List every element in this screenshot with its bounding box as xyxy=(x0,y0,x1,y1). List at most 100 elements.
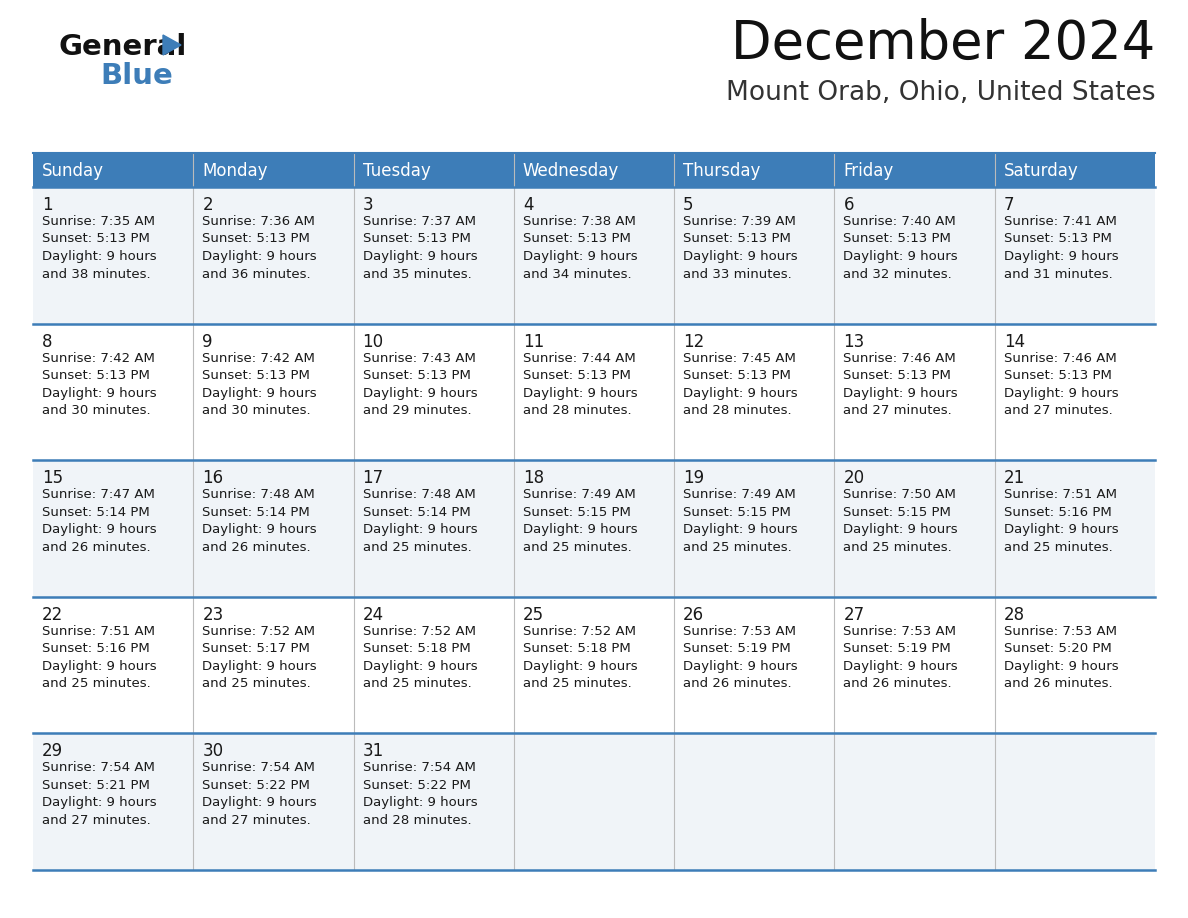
Text: Sunset: 5:13 PM: Sunset: 5:13 PM xyxy=(1004,369,1112,382)
Text: Daylight: 9 hours: Daylight: 9 hours xyxy=(202,797,317,810)
Text: Sunrise: 7:39 AM: Sunrise: 7:39 AM xyxy=(683,215,796,228)
Text: Daylight: 9 hours: Daylight: 9 hours xyxy=(523,250,638,263)
Text: and 33 minutes.: and 33 minutes. xyxy=(683,267,792,281)
Text: Sunset: 5:14 PM: Sunset: 5:14 PM xyxy=(42,506,150,519)
Text: Sunrise: 7:41 AM: Sunrise: 7:41 AM xyxy=(1004,215,1117,228)
Text: 17: 17 xyxy=(362,469,384,487)
Text: Sunrise: 7:49 AM: Sunrise: 7:49 AM xyxy=(523,488,636,501)
Text: Sunrise: 7:54 AM: Sunrise: 7:54 AM xyxy=(362,761,475,775)
Text: Daylight: 9 hours: Daylight: 9 hours xyxy=(1004,250,1118,263)
Text: Sunset: 5:17 PM: Sunset: 5:17 PM xyxy=(202,643,310,655)
Text: Sunset: 5:18 PM: Sunset: 5:18 PM xyxy=(362,643,470,655)
Text: 14: 14 xyxy=(1004,332,1025,351)
Text: Sunrise: 7:46 AM: Sunrise: 7:46 AM xyxy=(843,352,956,364)
Text: Daylight: 9 hours: Daylight: 9 hours xyxy=(202,660,317,673)
Text: Daylight: 9 hours: Daylight: 9 hours xyxy=(42,386,157,399)
Text: and 34 minutes.: and 34 minutes. xyxy=(523,267,632,281)
Text: and 35 minutes.: and 35 minutes. xyxy=(362,267,472,281)
Text: Sunset: 5:14 PM: Sunset: 5:14 PM xyxy=(362,506,470,519)
Text: December 2024: December 2024 xyxy=(731,18,1155,70)
Text: Daylight: 9 hours: Daylight: 9 hours xyxy=(683,386,798,399)
Text: 26: 26 xyxy=(683,606,704,624)
Bar xyxy=(33,324,1155,460)
Text: Daylight: 9 hours: Daylight: 9 hours xyxy=(683,523,798,536)
Text: Daylight: 9 hours: Daylight: 9 hours xyxy=(362,523,478,536)
Text: and 25 minutes.: and 25 minutes. xyxy=(523,677,632,690)
Text: Sunrise: 7:50 AM: Sunrise: 7:50 AM xyxy=(843,488,956,501)
Text: 29: 29 xyxy=(42,743,63,760)
Text: Daylight: 9 hours: Daylight: 9 hours xyxy=(42,250,157,263)
Text: Sunrise: 7:52 AM: Sunrise: 7:52 AM xyxy=(202,625,315,638)
Text: and 26 minutes.: and 26 minutes. xyxy=(42,541,151,554)
Text: and 29 minutes.: and 29 minutes. xyxy=(362,404,472,417)
Text: Sunset: 5:18 PM: Sunset: 5:18 PM xyxy=(523,643,631,655)
Text: Sunset: 5:13 PM: Sunset: 5:13 PM xyxy=(1004,232,1112,245)
Text: General: General xyxy=(58,33,187,61)
Text: Sunrise: 7:53 AM: Sunrise: 7:53 AM xyxy=(1004,625,1117,638)
Text: Daylight: 9 hours: Daylight: 9 hours xyxy=(683,660,798,673)
Text: Monday: Monday xyxy=(202,162,267,180)
Text: Sunset: 5:13 PM: Sunset: 5:13 PM xyxy=(523,232,631,245)
Text: and 26 minutes.: and 26 minutes. xyxy=(843,677,952,690)
Text: Sunset: 5:19 PM: Sunset: 5:19 PM xyxy=(843,643,952,655)
Text: and 30 minutes.: and 30 minutes. xyxy=(202,404,311,417)
Text: Sunset: 5:13 PM: Sunset: 5:13 PM xyxy=(362,232,470,245)
Text: 6: 6 xyxy=(843,196,854,214)
Text: Sunset: 5:15 PM: Sunset: 5:15 PM xyxy=(683,506,791,519)
Text: Wednesday: Wednesday xyxy=(523,162,619,180)
Bar xyxy=(33,153,1155,187)
Text: and 31 minutes.: and 31 minutes. xyxy=(1004,267,1112,281)
Text: Sunrise: 7:52 AM: Sunrise: 7:52 AM xyxy=(523,625,636,638)
Text: 1: 1 xyxy=(42,196,52,214)
Text: Sunrise: 7:53 AM: Sunrise: 7:53 AM xyxy=(843,625,956,638)
Text: Sunset: 5:13 PM: Sunset: 5:13 PM xyxy=(683,369,791,382)
Text: and 28 minutes.: and 28 minutes. xyxy=(523,404,632,417)
Text: 30: 30 xyxy=(202,743,223,760)
Text: Daylight: 9 hours: Daylight: 9 hours xyxy=(1004,660,1118,673)
Text: Sunrise: 7:44 AM: Sunrise: 7:44 AM xyxy=(523,352,636,364)
Text: and 25 minutes.: and 25 minutes. xyxy=(362,541,472,554)
Text: and 32 minutes.: and 32 minutes. xyxy=(843,267,952,281)
Text: Daylight: 9 hours: Daylight: 9 hours xyxy=(843,523,958,536)
Text: and 25 minutes.: and 25 minutes. xyxy=(1004,541,1112,554)
Text: 21: 21 xyxy=(1004,469,1025,487)
Text: Sunrise: 7:36 AM: Sunrise: 7:36 AM xyxy=(202,215,315,228)
Text: 25: 25 xyxy=(523,606,544,624)
Text: 23: 23 xyxy=(202,606,223,624)
Text: 5: 5 xyxy=(683,196,694,214)
Text: Daylight: 9 hours: Daylight: 9 hours xyxy=(523,660,638,673)
Text: 22: 22 xyxy=(42,606,63,624)
Text: Daylight: 9 hours: Daylight: 9 hours xyxy=(843,250,958,263)
Text: Sunrise: 7:40 AM: Sunrise: 7:40 AM xyxy=(843,215,956,228)
Bar xyxy=(33,460,1155,597)
Text: Sunset: 5:16 PM: Sunset: 5:16 PM xyxy=(42,643,150,655)
Text: Daylight: 9 hours: Daylight: 9 hours xyxy=(42,523,157,536)
Text: 8: 8 xyxy=(42,332,52,351)
Text: Sunrise: 7:54 AM: Sunrise: 7:54 AM xyxy=(42,761,154,775)
Text: Sunrise: 7:42 AM: Sunrise: 7:42 AM xyxy=(202,352,315,364)
Text: Sunrise: 7:51 AM: Sunrise: 7:51 AM xyxy=(42,625,154,638)
Text: Sunrise: 7:45 AM: Sunrise: 7:45 AM xyxy=(683,352,796,364)
Text: Sunset: 5:13 PM: Sunset: 5:13 PM xyxy=(523,369,631,382)
Text: Sunrise: 7:48 AM: Sunrise: 7:48 AM xyxy=(362,488,475,501)
Text: 11: 11 xyxy=(523,332,544,351)
Text: Sunset: 5:21 PM: Sunset: 5:21 PM xyxy=(42,778,150,792)
Text: Blue: Blue xyxy=(100,62,172,90)
Text: Sunset: 5:15 PM: Sunset: 5:15 PM xyxy=(843,506,952,519)
Text: 20: 20 xyxy=(843,469,865,487)
Text: Sunrise: 7:37 AM: Sunrise: 7:37 AM xyxy=(362,215,475,228)
Text: 3: 3 xyxy=(362,196,373,214)
Text: Sunset: 5:13 PM: Sunset: 5:13 PM xyxy=(42,369,150,382)
Text: Sunset: 5:13 PM: Sunset: 5:13 PM xyxy=(202,232,310,245)
Text: Daylight: 9 hours: Daylight: 9 hours xyxy=(42,660,157,673)
Text: Daylight: 9 hours: Daylight: 9 hours xyxy=(523,523,638,536)
Bar xyxy=(33,597,1155,733)
Text: Daylight: 9 hours: Daylight: 9 hours xyxy=(1004,386,1118,399)
Text: Sunday: Sunday xyxy=(42,162,105,180)
Text: 4: 4 xyxy=(523,196,533,214)
Text: and 28 minutes.: and 28 minutes. xyxy=(362,814,472,827)
Text: 27: 27 xyxy=(843,606,865,624)
Text: 12: 12 xyxy=(683,332,704,351)
Text: Sunrise: 7:47 AM: Sunrise: 7:47 AM xyxy=(42,488,154,501)
Text: Sunset: 5:20 PM: Sunset: 5:20 PM xyxy=(1004,643,1112,655)
